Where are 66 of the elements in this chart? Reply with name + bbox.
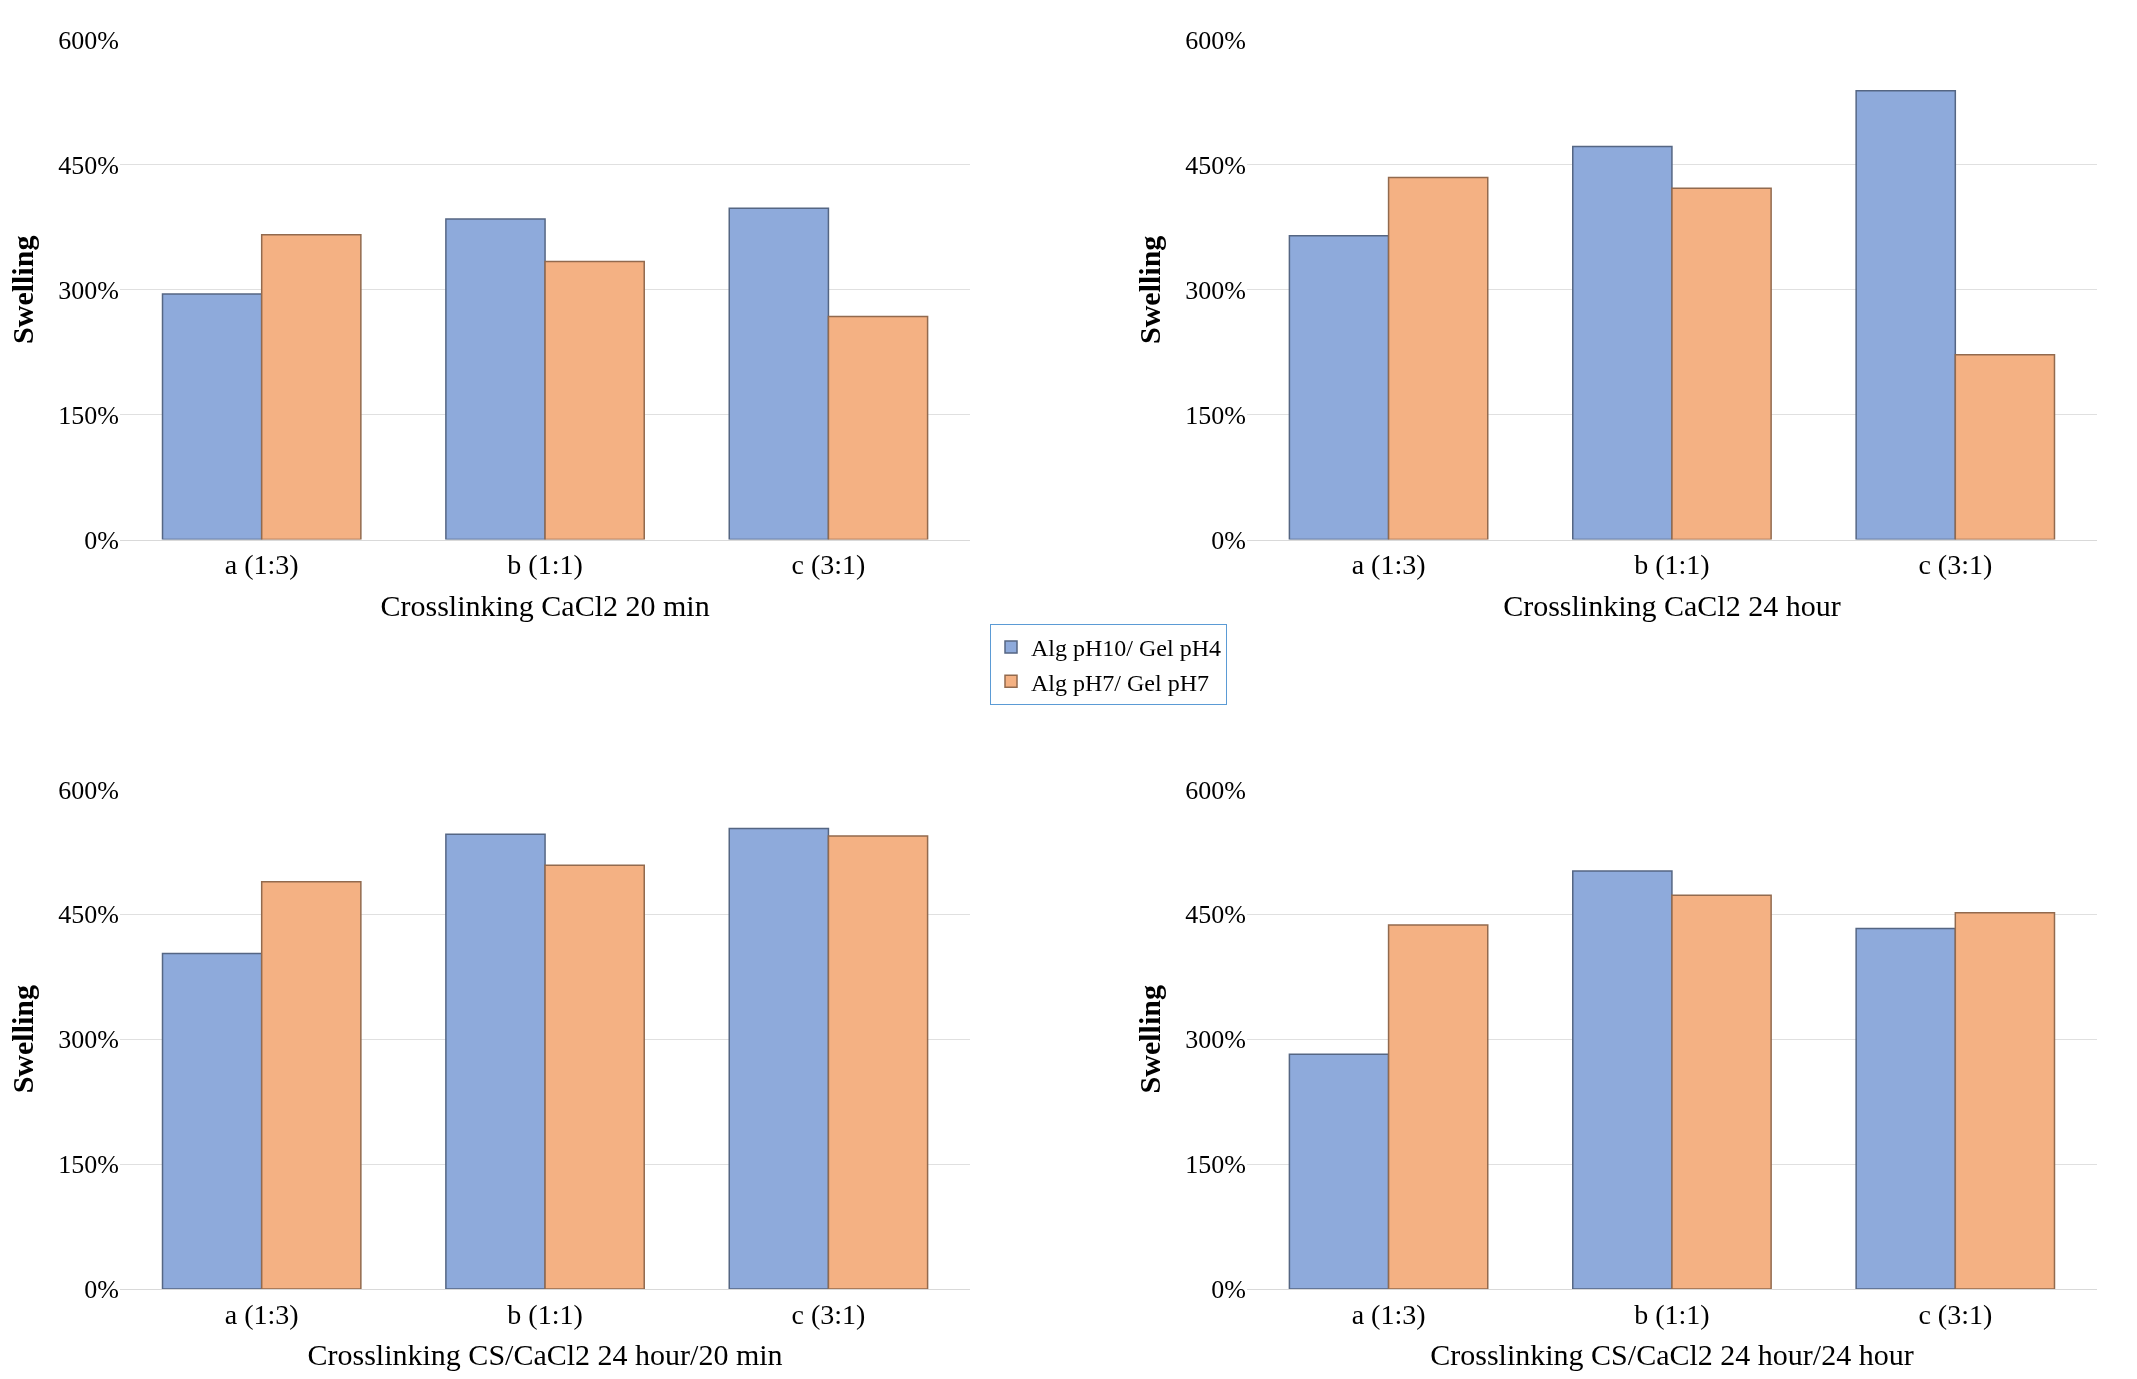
y-tick-label: 300% [58,275,119,305]
bar [1954,911,2056,1289]
bar [1288,1053,1390,1289]
x-tick-label: a (1:3) [1351,549,1426,581]
x-tick-label: a (1:3) [224,549,299,581]
y-tick-label: 150% [1185,1150,1246,1180]
x-tick-label: a (1:3) [224,1298,299,1330]
bar [161,293,263,540]
bar [1855,927,1957,1289]
y-tick-label: 300% [58,1025,119,1055]
y-tick-label: 150% [1185,400,1246,430]
bar [445,833,546,1289]
bar [1954,354,2056,540]
y-tick-label: 450% [58,900,119,930]
legend-label: Alg pH7/ Gel pH7 [1031,669,1209,696]
y-tick-label: 0% [1211,1275,1246,1305]
y-axis-title: Swelling [6,985,40,1094]
bar [260,234,362,540]
bar [1572,145,1673,540]
bar [260,881,362,1289]
bar [544,260,645,540]
y-axis-title: Swelling [1133,985,1167,1094]
y-tick-label: 450% [1185,151,1246,180]
bar [827,315,929,540]
bar [1671,187,1772,540]
x-axis-title: Crosslinking CaCl2 20 min [380,588,710,622]
y-tick-label: 450% [58,151,119,180]
y-tick-label: 300% [1185,275,1246,305]
x-tick-label: b (1:1) [507,1298,583,1330]
x-axis-title: Crosslinking CS/CaCl2 24 hour/20 min [307,1338,783,1372]
bar [1671,894,1772,1289]
x-tick-label: c (3:1) [791,549,866,581]
y-axis-title: Swelling [6,235,40,344]
bar [544,864,645,1289]
y-axis-title: Swelling [1133,235,1167,344]
y-tick-label: 600% [58,775,119,805]
y-tick-label: 0% [1211,525,1246,555]
bar [728,827,830,1289]
bar [1288,234,1390,540]
x-tick-label: c (3:1) [1918,549,1993,581]
y-tick-label: 450% [1185,900,1246,930]
x-tick-label: c (3:1) [1918,1298,1993,1330]
y-tick-label: 0% [84,525,119,555]
y-tick-label: 300% [1185,1025,1246,1055]
x-axis-title: Crosslinking CS/CaCl2 24 hour/24 hour [1430,1338,1914,1372]
y-tick-label: 600% [1185,775,1246,805]
bar [827,835,929,1289]
y-tick-label: 600% [1185,26,1246,56]
bar [728,207,830,540]
x-tick-label: a (1:3) [1351,1298,1426,1330]
x-axis-title: Crosslinking CaCl2 24 hour [1503,588,1841,622]
bar [445,218,546,540]
x-tick-label: b (1:1) [507,549,583,581]
bar [1855,90,1957,540]
y-tick-label: 150% [58,1150,119,1180]
x-tick-label: c (3:1) [791,1298,866,1330]
x-tick-label: b (1:1) [1634,549,1710,581]
y-tick-label: 150% [58,400,119,430]
bar [1572,870,1673,1289]
y-tick-label: 0% [84,1275,119,1305]
bar [1387,176,1489,540]
bar [161,952,263,1289]
x-tick-label: b (1:1) [1634,1298,1710,1330]
legend-label: Alg pH10/ Gel pH4 [1031,635,1221,662]
y-tick-label: 600% [58,26,119,56]
bar [1387,924,1489,1289]
